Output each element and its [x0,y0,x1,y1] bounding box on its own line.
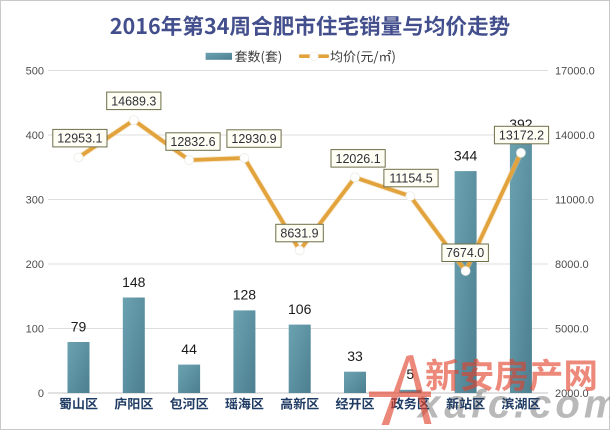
svg-text:8631.9: 8631.9 [280,227,318,241]
svg-text:17000.0: 17000.0 [555,66,595,78]
svg-text:12026.1: 12026.1 [336,152,381,166]
svg-text:2000.0: 2000.0 [555,388,589,400]
svg-text:12953.1: 12953.1 [57,132,102,146]
svg-text:100: 100 [26,324,44,336]
svg-text:106: 106 [288,301,312,317]
svg-text:11000.0: 11000.0 [555,195,594,207]
svg-text:79: 79 [71,318,87,334]
svg-text:0: 0 [38,388,44,400]
svg-text:344: 344 [454,147,478,163]
svg-text:12930.9: 12930.9 [231,132,276,146]
svg-text:44: 44 [181,341,197,357]
svg-text:128: 128 [233,287,257,303]
svg-text:13172.2: 13172.2 [499,129,544,143]
svg-text:5000.0: 5000.0 [555,324,589,336]
svg-text:14689.3: 14689.3 [111,94,156,108]
svg-text:148: 148 [122,274,146,290]
svg-text:12832.6: 12832.6 [170,135,215,149]
svg-text:500: 500 [26,66,44,78]
svg-text:400: 400 [26,130,44,142]
svg-text:200: 200 [26,259,44,271]
svg-text:8000.0: 8000.0 [555,259,589,271]
svg-text:7674.0: 7674.0 [446,246,484,260]
svg-text:11154.5: 11154.5 [389,172,432,186]
svg-text:14000.0: 14000.0 [555,130,595,142]
svg-text:5: 5 [406,366,414,382]
svg-text:300: 300 [26,195,44,207]
svg-text:33: 33 [347,348,363,364]
